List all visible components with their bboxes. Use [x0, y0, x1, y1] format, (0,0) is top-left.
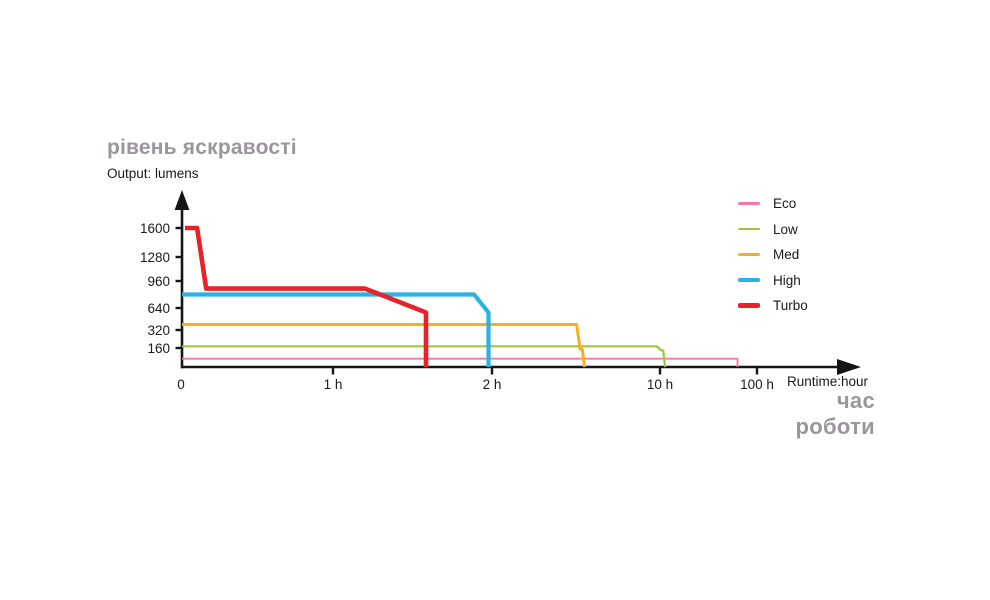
y-tick-label-640: 640	[147, 301, 170, 316]
legend-swatch-eco-icon	[738, 202, 760, 205]
chart-subtitle-output-lumens: Output: lumens	[107, 166, 199, 181]
legend-label-high: High	[773, 272, 801, 288]
legend-label-low: Low	[773, 221, 798, 237]
chart-legend: Eco Low Med High Turbo	[738, 196, 808, 325]
x-tick-label-1h: 1 h	[324, 377, 343, 392]
legend-item-high: High	[738, 272, 808, 288]
legend-item-eco: Eco	[738, 196, 808, 211]
x-tick-label-10h: 10 h	[647, 377, 673, 392]
x-tick-label-0: 0	[177, 377, 185, 392]
legend-swatch-turbo-icon	[738, 302, 760, 309]
legend-item-low: Low	[738, 221, 808, 237]
series-turbo-line	[185, 225, 429, 367]
x-axis-arrow-icon	[837, 359, 861, 375]
x-tick-label-100h: 100 h	[740, 377, 774, 392]
series-med-line	[182, 323, 586, 368]
legend-item-med: Med	[738, 247, 808, 262]
legend-item-turbo: Turbo	[738, 298, 808, 313]
legend-swatch-med-icon	[738, 252, 760, 257]
legend-label-turbo: Turbo	[773, 298, 808, 313]
legend-label-med: Med	[773, 247, 800, 262]
legend-swatch-low-icon	[738, 227, 760, 231]
y-tick-label-160: 160	[147, 341, 170, 356]
series-eco-line	[182, 357, 739, 367]
y-tick-label-1600: 1600	[140, 221, 170, 236]
xaxis-label-runtime-uk: час роботи	[795, 388, 875, 439]
y-tick-label-1280: 1280	[140, 250, 170, 265]
x-tick-label-2h: 2 h	[483, 377, 502, 392]
y-tick-label-320: 320	[147, 323, 170, 338]
xaxis-label-runtime-hour: Runtime:hour	[787, 374, 869, 389]
y-tick-label-960: 960	[147, 274, 170, 289]
legend-swatch-high-icon	[738, 277, 760, 283]
series-low-line	[182, 345, 667, 368]
chart-title-brightness-uk: рівень яскравості	[107, 136, 297, 159]
y-axis-arrow-icon	[174, 190, 190, 210]
series-high-line	[182, 292, 491, 367]
legend-label-eco: Eco	[773, 196, 797, 211]
